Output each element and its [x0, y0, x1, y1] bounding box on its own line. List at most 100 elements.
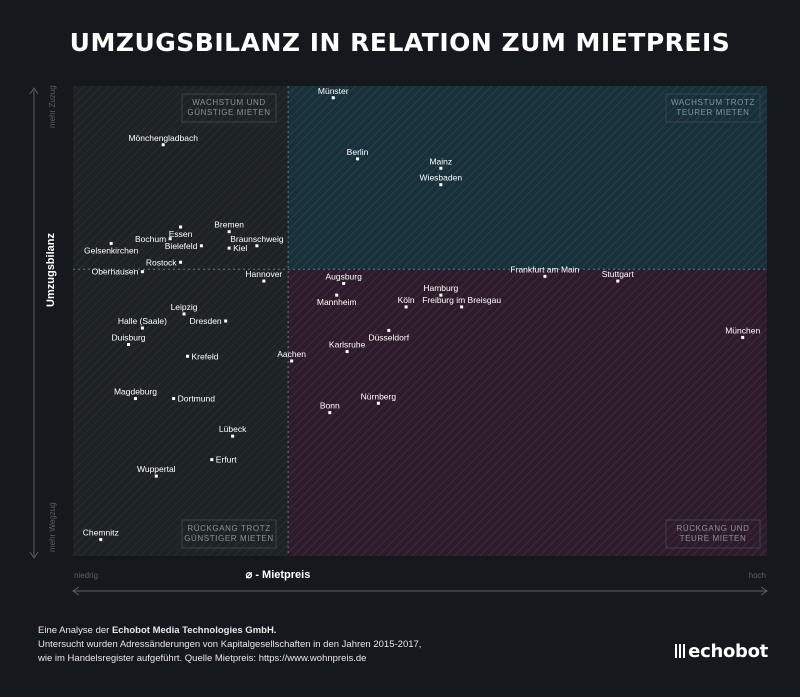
- point-wiesbaden: Wiesbaden: [420, 173, 462, 187]
- label-bielefeld: Bielefeld: [165, 241, 198, 251]
- data-points: Münster Mönchengladbach Berlin Mainz Wiesbad…: [83, 86, 760, 542]
- marker-wuppertal: [154, 474, 158, 478]
- marker-rostock: [179, 260, 183, 264]
- point-gelsenkirchen: Gelsenkirchen: [84, 241, 139, 255]
- marker-stuttgart: [616, 279, 620, 283]
- y-axis-arrow-up-icon: [29, 87, 39, 95]
- marker-erfurt: [210, 458, 214, 462]
- label-magdeburg: Magdeburg: [114, 387, 157, 397]
- x-axis-title: ⌀ - Mietpreis: [246, 569, 311, 581]
- point-mannheim: Mannheim: [317, 293, 357, 307]
- point-krefeld: Krefeld: [186, 351, 219, 361]
- label-augsburg: Augsburg: [325, 271, 362, 281]
- label-mannheim: Mannheim: [317, 297, 357, 307]
- label-stuttgart: Stuttgart: [602, 269, 635, 279]
- label-mainz: Mainz: [429, 156, 452, 166]
- point-essen: Essen: [169, 225, 193, 239]
- marker-dresden: [224, 319, 228, 323]
- y-low-label: mehr Wegzug: [48, 502, 57, 552]
- marker-augsburg: [342, 281, 346, 285]
- logo-bars-icon: [675, 644, 686, 658]
- marker-duisburg: [127, 343, 131, 346]
- point-dresden: Dresden: [190, 316, 228, 326]
- quadrant-label-top-right-line-1: WACHSTUM TROTZ: [671, 98, 755, 107]
- marker-münster: [331, 96, 335, 100]
- label-düsseldorf: Düsseldorf: [368, 332, 409, 342]
- marker-lübeck: [231, 434, 235, 438]
- marker-dortmund: [172, 397, 176, 401]
- marker-essen: [179, 225, 183, 229]
- quadrant-top-right-hatch: [288, 86, 767, 270]
- point-bochum: Bochum: [135, 234, 172, 244]
- point-hamburg: Hamburg: [423, 283, 459, 297]
- point-wuppertal: Wuppertal: [137, 464, 176, 478]
- quadrant-dividers: [73, 86, 767, 556]
- marker-aachen: [290, 359, 294, 363]
- label-halle-saale: Halle (Saale): [118, 316, 167, 326]
- quadrant-label-top-left-line-2: GÜNSTIGE MIETEN: [187, 108, 270, 117]
- point-mainz: Mainz: [429, 156, 452, 170]
- y-axis: mehr Zuzug mehr Wegzug Umzugsbilanz: [29, 85, 57, 559]
- marker-mannheim: [335, 293, 339, 297]
- footer-line-3: wie im Handelsregister aufgeführt. Quell…: [38, 653, 367, 664]
- label-köln: Köln: [398, 295, 415, 305]
- point-dortmund: Dortmund: [172, 394, 215, 404]
- label-oberhausen: Oberhausen: [92, 267, 139, 277]
- chart-title: UMZUGSBILANZ IN RELATION ZUM MIETPREIS: [69, 28, 731, 57]
- footer-company: Echobot Media Technologies GmbH.: [111, 625, 277, 636]
- marker-nürnberg: [376, 401, 380, 405]
- point-magdeburg: Magdeburg: [114, 387, 157, 401]
- label-rostock: Rostock: [146, 257, 177, 267]
- y-axis-title: Umzugsbilanz: [45, 233, 57, 307]
- footer-note: Eine Analyse der Echobot Media Technolog…: [38, 624, 558, 666]
- point-hannover: Hannover: [245, 269, 282, 283]
- quadrant-label-top-right-line-2: TEURER MIETEN: [676, 108, 749, 117]
- marker-bremen: [227, 230, 231, 234]
- point-berlin: Berlin: [347, 147, 369, 161]
- marker-karlsruhe: [345, 350, 349, 354]
- label-aachen: Aachen: [277, 349, 306, 359]
- quadrant-label-bottom-left-line-2: GÜNSTIGER MIETEN: [184, 534, 274, 543]
- point-aachen: Aachen: [277, 349, 306, 363]
- label-leipzig: Leipzig: [171, 302, 198, 312]
- marker-magdeburg: [133, 397, 137, 401]
- point-bremen: Bremen: [214, 220, 244, 234]
- marker-leipzig: [182, 312, 186, 316]
- marker-chemnitz: [99, 538, 103, 542]
- label-dortmund: Dortmund: [178, 394, 216, 404]
- marker-halle-saale: [140, 326, 144, 330]
- point-rostock: Rostock: [146, 257, 183, 267]
- label-mönchengladbach: Mönchengladbach: [128, 133, 198, 143]
- marker-bielefeld: [199, 244, 203, 248]
- label-gelsenkirchen: Gelsenkirchen: [84, 245, 139, 255]
- quadrant-label-bottom-right-line-2: TEURE MIETEN: [680, 534, 747, 543]
- label-berlin: Berlin: [347, 147, 369, 157]
- label-münchen: München: [725, 325, 760, 335]
- marker-bonn: [328, 411, 332, 415]
- quadrant-label-bottom-left-line-1: RÜCKGANG TROTZ: [187, 524, 270, 533]
- y-high-label: mehr Zuzug: [48, 85, 57, 128]
- point-chemnitz: Chemnitz: [83, 528, 119, 542]
- marker-berlin: [356, 157, 360, 161]
- marker-krefeld: [186, 354, 190, 358]
- point-leipzig: Leipzig: [171, 302, 198, 316]
- point-nürnberg: Nürnberg: [361, 391, 396, 405]
- label-duisburg: Duisburg: [112, 333, 146, 343]
- marker-kiel: [227, 246, 231, 250]
- label-bonn: Bonn: [320, 401, 340, 411]
- point-bielefeld: Bielefeld: [165, 241, 203, 251]
- label-lübeck: Lübeck: [219, 424, 247, 434]
- label-braunschweig: Braunschweig: [230, 234, 284, 244]
- quadrant-backgrounds: [73, 86, 767, 556]
- label-frankfurt-am-main: Frankfurt am Main: [510, 264, 579, 274]
- point-lübeck: Lübeck: [219, 424, 247, 438]
- point-bonn: Bonn: [320, 401, 340, 415]
- y-axis-arrow-down-icon: [29, 551, 39, 559]
- marker-freiburg-im-breisgau: [460, 305, 464, 309]
- label-essen: Essen: [169, 229, 193, 239]
- label-hannover: Hannover: [245, 269, 282, 279]
- marker-münchen: [741, 335, 745, 339]
- point-oberhausen: Oberhausen: [92, 267, 144, 277]
